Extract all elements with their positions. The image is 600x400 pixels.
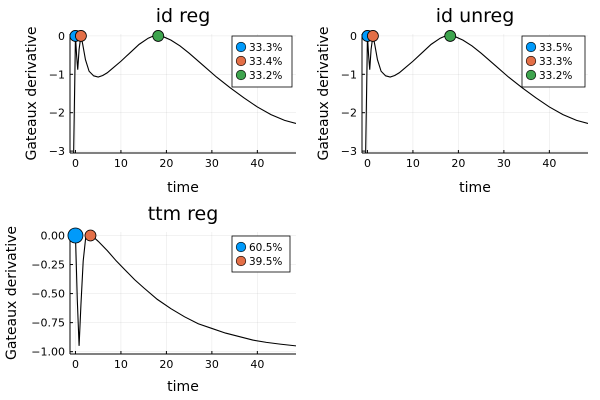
legend-entry: 33.2% [539, 70, 572, 82]
legend-entry: 33.3% [249, 42, 282, 54]
y-axis-label: Gateaux derivative [4, 226, 20, 360]
x-axis-label: time [459, 180, 491, 196]
legend-marker [235, 55, 247, 67]
legend: 33.3% 33.4% 33.2% [231, 35, 293, 88]
legend-marker [235, 69, 247, 81]
subplot-title: ttm reg [148, 203, 219, 225]
legend-entry: 33.3% [539, 56, 572, 68]
legend: 33.5% 33.3% 33.2% [521, 35, 586, 88]
x-tick-label: 20 [159, 358, 173, 371]
y-tick-label: −3 [49, 145, 65, 158]
subplot-1: 0 10 20 30 40 0 −1 −2 −3 id reg time Gateaux deriva… [24, 5, 296, 196]
y-tick-label: −0.50 [31, 288, 65, 301]
legend-marker [235, 241, 247, 253]
data-point [444, 30, 457, 42]
legend-entry: 33.4% [249, 56, 282, 68]
x-tick-label: 30 [205, 358, 219, 371]
y-tick-label: −3 [341, 145, 357, 158]
x-tick-label: 10 [114, 157, 128, 170]
data-point [367, 30, 379, 42]
legend-entry: 33.2% [249, 70, 282, 82]
legend-marker [525, 41, 537, 53]
data-point [84, 229, 97, 242]
x-axis-label: time [167, 379, 199, 395]
x-tick-label: 10 [114, 358, 128, 371]
x-tick-label: 40 [250, 157, 264, 170]
y-tick-label: −2 [49, 107, 65, 120]
legend-entry: 60.5% [249, 242, 282, 254]
legend: 60.5% 39.5% [231, 235, 291, 273]
y-tick-label: −2 [341, 107, 357, 120]
y-axis-label: Gateaux derivative [316, 26, 332, 160]
x-tick-label: 40 [542, 157, 556, 170]
data-point [75, 30, 87, 42]
legend-marker [525, 69, 537, 81]
x-tick-label: 40 [250, 358, 264, 371]
series-line [74, 234, 296, 347]
subplot-3: 0 10 20 30 40 0.00 −0.25 −0.50 −0.75 −1.00 ttm reg… [4, 203, 296, 395]
y-axis-label: Gateaux derivative [24, 26, 40, 160]
y-tick-label: −1 [341, 68, 357, 81]
y-tick-label: −0.75 [31, 317, 65, 330]
x-tick-label: 30 [497, 157, 511, 170]
subplot-title: id reg [156, 5, 211, 27]
x-tick-label: 0 [364, 157, 371, 170]
legend-marker [525, 55, 537, 67]
data-point [152, 30, 165, 42]
subplot-title: id unreg [436, 5, 515, 27]
y-tick-label: 0 [350, 30, 357, 43]
legend-entry: 33.5% [539, 42, 572, 54]
subplot-2: 0 10 20 30 40 0 −1 −2 −3 id unreg time Gateaux deri… [316, 5, 588, 196]
y-tick-label: −1 [49, 68, 65, 81]
y-tick-label: 0.00 [41, 229, 66, 242]
x-tick-label: 0 [72, 358, 79, 371]
x-tick-label: 0 [72, 157, 79, 170]
y-tick-label: −0.25 [31, 259, 65, 272]
legend-marker [235, 41, 247, 53]
data-point [67, 227, 84, 244]
y-tick-label: −1.00 [31, 346, 65, 359]
x-tick-label: 20 [451, 157, 465, 170]
y-tick-label: 0 [58, 30, 65, 43]
x-tick-label: 20 [159, 157, 173, 170]
legend-marker [235, 255, 247, 267]
x-tick-label: 10 [406, 157, 420, 170]
x-axis-label: time [167, 180, 199, 196]
x-tick-label: 30 [205, 157, 219, 170]
legend-entry: 39.5% [249, 256, 282, 268]
